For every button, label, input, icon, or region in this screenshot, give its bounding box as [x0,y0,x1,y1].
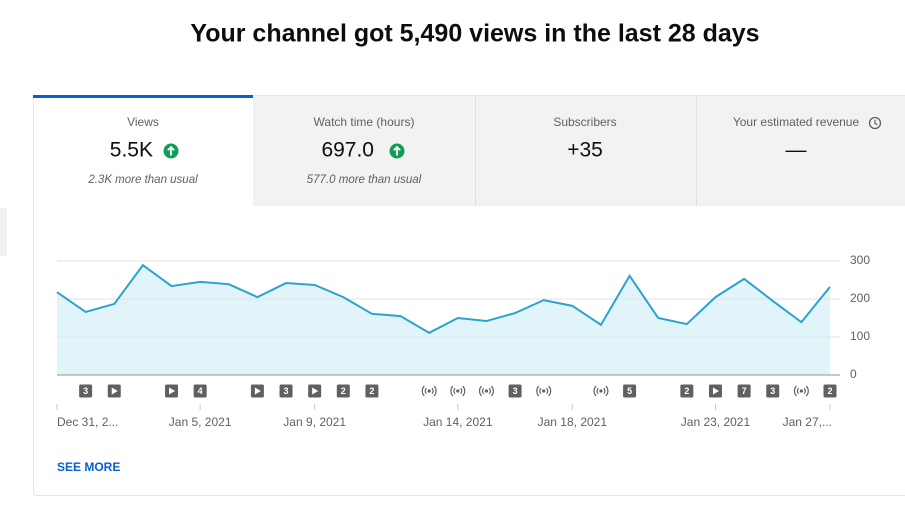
tab-label: Views [127,115,159,129]
trend-up-icon [163,143,179,159]
live-icon [799,389,803,393]
event-count: 7 [742,386,747,396]
x-tick-label: Jan 18, 2021 [538,415,608,429]
event-count: 2 [369,386,374,396]
tab-value: 5.5K [110,139,153,162]
event-count-badge [766,384,780,398]
event-count: 3 [83,386,88,396]
tab-note: 577.0 more than usual [307,174,422,186]
live-icon [456,389,460,393]
live-icon [453,387,463,395]
live-icon [479,385,494,397]
live-icon [484,389,489,393]
y-tick-label: 300 [850,253,870,267]
x-tick-label: Jan 23, 2021 [681,415,751,429]
event-count-badge [279,384,293,398]
y-tick-label: 200 [850,291,870,305]
event-count-badge [823,384,837,398]
line [56,263,831,334]
x-tick-label: Jan 14, 2021 [423,415,493,429]
event-count: 3 [770,386,775,396]
live-icon [421,385,437,397]
event-count: 2 [684,386,689,396]
event-count-badge [365,384,379,398]
tab-value: +35 [567,139,603,162]
x-tick-label: Jan 5, 2021 [169,415,232,429]
live-icon [539,387,549,395]
tab-note: 2.3K more than usual [87,174,198,186]
trend-up-icon [389,143,405,159]
video-icon [169,387,176,395]
live-icon [427,389,431,393]
live-icon [596,387,606,395]
video-icon [712,387,719,395]
event-count-badge [508,384,522,398]
live-icon [450,385,466,397]
tab-label: Watch time (hours) [314,115,415,129]
selected-tab-indicator [33,95,253,98]
live-icon [599,389,603,393]
event-count: 3 [284,386,289,396]
event-count-badge [193,384,207,398]
event-count-badge [623,384,637,398]
y-tick-label: 100 [850,329,870,343]
live-icon [796,387,806,395]
x-tick-label: Dec 31, 2... [57,415,118,429]
live-icon [536,385,552,397]
y-tick-label: 0 [850,367,857,381]
tab-label: Subscribers [553,115,616,129]
video-icon [312,387,319,395]
event-count-badge [336,384,350,398]
event-count-badge [680,384,694,398]
event-count: 2 [827,386,832,396]
live-icon [593,385,609,397]
live-icon [481,387,491,395]
area [57,265,830,375]
tab-background [253,96,905,206]
event-count-badge [737,384,751,398]
clock-icon [868,116,882,130]
event-count: 3 [513,386,518,396]
tab-value: 697.0 [321,139,374,162]
x-tick-label: Jan 9, 2021 [283,415,346,429]
event-count: 2 [341,386,346,396]
page-title: Your channel got 5,490 views in the last… [190,20,759,48]
video-icon [111,387,118,395]
x-tick-label: Jan 27,... [783,415,832,429]
side-tab [0,208,7,256]
live-icon [424,387,434,395]
live-icon [793,385,809,397]
live-icon [542,389,546,393]
tab-value: — [786,139,807,162]
see-more-link[interactable]: SEE MORE [57,460,120,474]
video-icon [254,387,261,395]
tab-label: Your estimated revenue [733,115,860,129]
event-count-badge [79,384,93,398]
event-count: 4 [198,386,203,396]
event-count: 5 [627,386,632,396]
